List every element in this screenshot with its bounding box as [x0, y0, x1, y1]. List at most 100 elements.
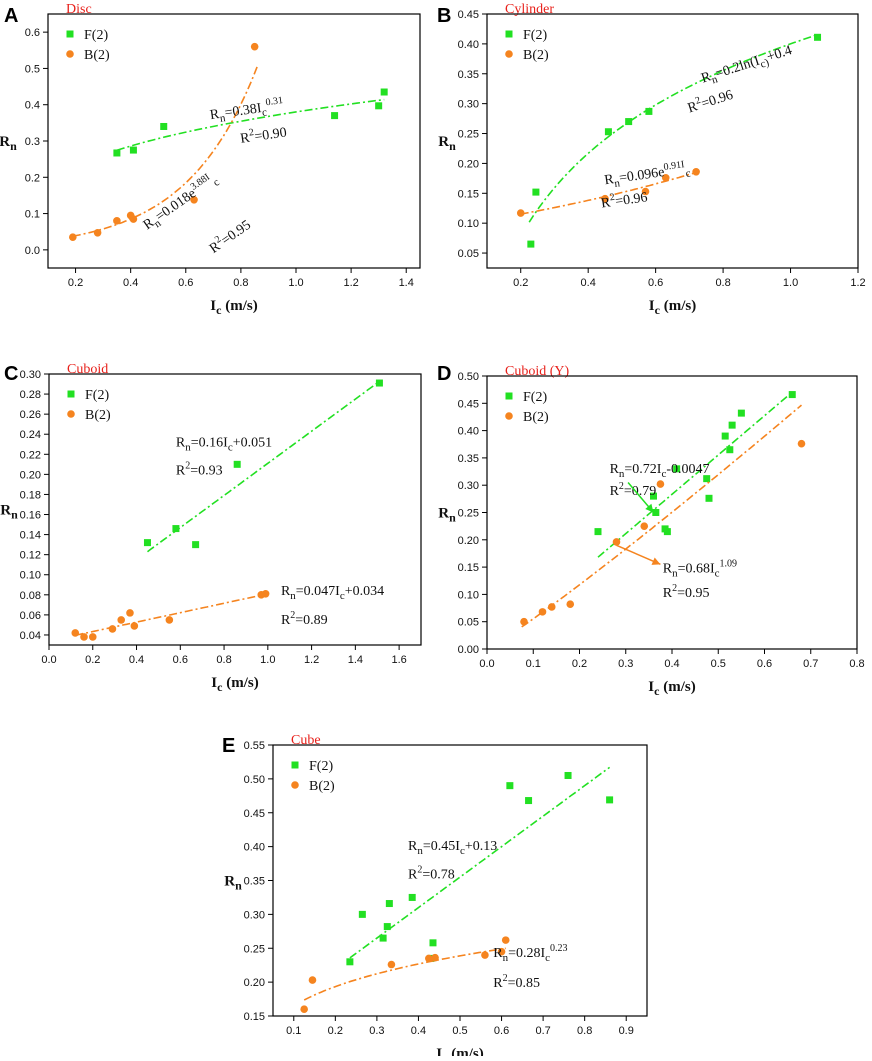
y-tick-label: 0.06 — [20, 610, 41, 622]
x-tick-label: 0.3 — [369, 1025, 384, 1037]
x-axis-label: Ic (m/s) — [210, 298, 257, 317]
x-tick-label: 0.1 — [526, 658, 541, 670]
x-axis-label: Ic (m/s) — [648, 679, 695, 698]
data-point-F — [527, 240, 535, 248]
y-tick-label: 0.30 — [20, 369, 41, 381]
legend-marker-B — [67, 410, 75, 418]
legend-label: B(2) — [84, 48, 110, 63]
y-tick-label: 0.14 — [20, 530, 41, 542]
data-point-F — [233, 460, 241, 468]
data-point-B — [547, 603, 556, 611]
x-tick-label: 0.8 — [849, 658, 864, 670]
data-point-B — [190, 195, 198, 204]
data-point-B — [661, 173, 670, 182]
data-point-F — [705, 494, 713, 502]
data-point-B — [520, 617, 528, 626]
x-tick-label: 0.8 — [233, 277, 248, 289]
y-tick-label: 0.30 — [244, 909, 265, 921]
data-point-F — [375, 379, 383, 387]
y-tick-label: 0.1 — [25, 209, 40, 221]
plot-frame — [486, 13, 859, 269]
x-tick-label: 0.6 — [178, 277, 193, 289]
y-tick-label: 0.15 — [458, 188, 479, 200]
data-point-F — [532, 188, 540, 196]
data-point-F — [346, 958, 354, 966]
y-tick-label: 0.45 — [458, 9, 479, 21]
fit-annotation: R2=0.95 — [205, 215, 254, 257]
y-tick-label: 0.40 — [458, 39, 479, 51]
data-point-B — [516, 209, 525, 217]
x-tick-label: 0.2 — [513, 277, 528, 289]
data-point-B — [641, 187, 650, 196]
legend-marker-B — [66, 50, 74, 58]
y-axis-label: Rn — [224, 874, 242, 893]
data-point-F — [358, 910, 366, 918]
legend-label: F(2) — [523, 390, 547, 405]
data-point-B — [117, 616, 126, 624]
data-point-F — [564, 771, 572, 779]
y-tick-label: 0.35 — [458, 453, 479, 465]
data-point-B — [797, 439, 806, 448]
data-point-F — [788, 391, 796, 399]
data-point-F — [408, 893, 416, 901]
y-tick-label: 0.40 — [244, 842, 265, 854]
fit-annotation: Rn=0.16Ic+0.051 — [176, 435, 272, 453]
x-tick-label: 1.0 — [260, 654, 275, 666]
legend-marker-F — [66, 30, 74, 38]
y-axis-label: Rn — [0, 503, 18, 522]
data-point-F — [331, 112, 339, 120]
panel-A: A Disc 0.2 0.4 0.6 0.8 1.0 1.2 1.4 0.0 0.1 0.2 0.3 0.… — [0, 2, 421, 317]
fit-annotation: Rn=0.68Ic1.09 — [663, 559, 737, 580]
y-tick-label: 0.05 — [458, 248, 479, 260]
fit-line-B — [75, 593, 268, 637]
x-tick-label: 1.2 — [343, 277, 358, 289]
y-tick-label: 0.25 — [244, 943, 265, 955]
data-point-B — [538, 608, 547, 616]
x-tick-label: 0.6 — [648, 277, 663, 289]
fit-annotation: Rn=0.2ln(Ic)+0.4 — [699, 43, 794, 89]
panel-title: Disc — [66, 2, 92, 17]
x-tick-label: 0.4 — [129, 654, 144, 666]
data-point-F — [663, 528, 671, 536]
y-tick-label: 0.35 — [458, 69, 479, 81]
y-tick-label: 0.20 — [20, 469, 41, 481]
data-point-B — [165, 616, 174, 624]
data-point-F — [673, 465, 681, 473]
data-point-B — [113, 217, 121, 225]
y-tick-label: 0.2 — [25, 172, 40, 184]
fit-annotation: R2=0.79 — [610, 481, 657, 499]
y-tick-label: 0.08 — [20, 590, 41, 602]
data-point-F — [604, 128, 612, 136]
x-tick-label: 0.5 — [452, 1025, 467, 1037]
fit-line-B — [521, 404, 803, 628]
data-point-B — [425, 954, 433, 963]
data-point-B — [93, 229, 102, 237]
legend-label: F(2) — [84, 28, 108, 43]
y-tick-label: 0.20 — [458, 158, 479, 170]
y-tick-label: 0.5 — [25, 63, 40, 75]
fit-annotation: Rn=0.72Ic-0.0047 — [610, 462, 710, 480]
data-point-B — [108, 625, 117, 633]
y-tick-label: 0.4 — [25, 100, 40, 112]
panel-letter: E — [222, 735, 235, 757]
legend-marker-F — [67, 390, 75, 398]
y-tick-label: 0.24 — [20, 429, 41, 441]
fit-annotation: R2=0.78 — [408, 864, 455, 882]
data-point-F — [737, 409, 745, 417]
x-tick-label: 0.6 — [173, 654, 188, 666]
data-point-F — [380, 88, 388, 96]
fit-line-F — [349, 766, 611, 959]
legend-label: B(2) — [523, 410, 549, 425]
data-point-F — [525, 797, 533, 805]
fit-annotation: R2=0.96 — [600, 187, 649, 211]
y-tick-label: 0.26 — [20, 409, 41, 421]
x-tick-label: 0.2 — [85, 654, 100, 666]
panel-letter: B — [437, 5, 451, 27]
data-point-F — [172, 525, 180, 533]
y-tick-label: 0.20 — [244, 977, 265, 989]
data-point-F — [726, 446, 734, 454]
y-tick-label: 0.10 — [458, 589, 479, 601]
fit-annotation: R2=0.93 — [176, 460, 223, 478]
